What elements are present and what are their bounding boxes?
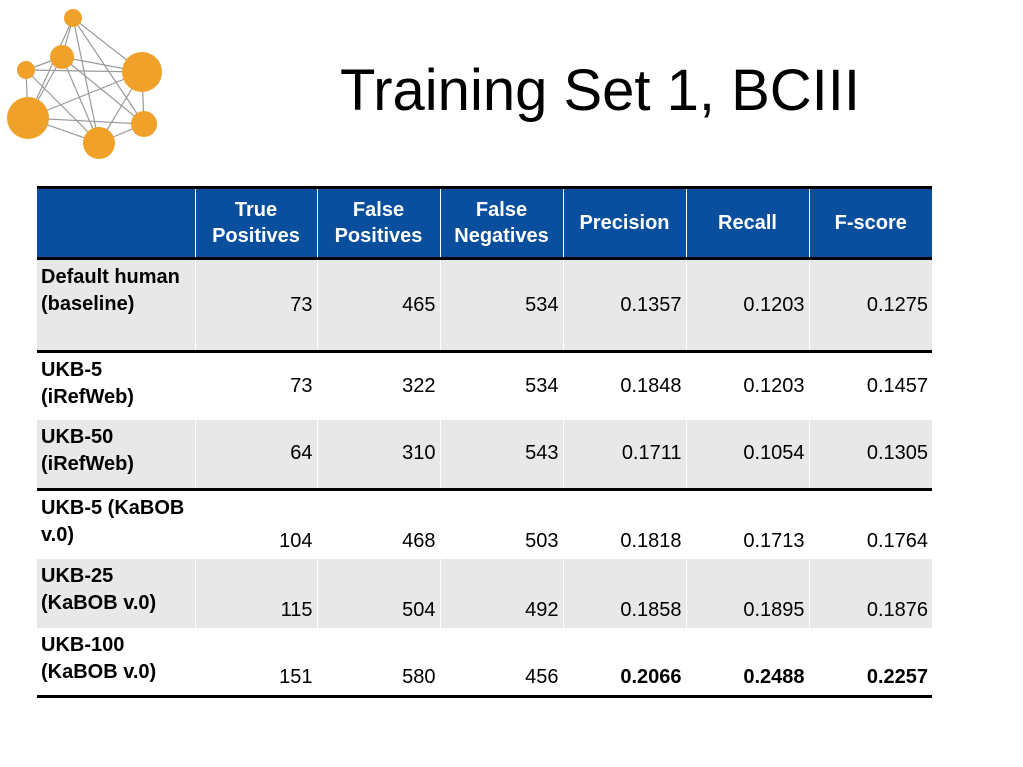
header-fscore: F-score (808, 186, 932, 260)
cell-recall: 0.1054 (685, 419, 809, 491)
slide-title: Training Set 1, BCIII (339, 58, 861, 123)
cell-false-positives: 465 (316, 258, 440, 353)
row-name: UKB-25 (KaBOB v.0) (37, 558, 195, 628)
cell-fscore: 0.2257 (808, 627, 932, 698)
cell-precision: 0.1818 (562, 489, 686, 559)
header-false-positives: False Positives (316, 186, 440, 260)
cell-false-negatives: 543 (439, 419, 563, 491)
cell-true-positives: 104 (194, 489, 317, 559)
table-row: UKB-25 (KaBOB v.0) 115 504 492 0.1858 0.… (37, 558, 932, 628)
cell-recall: 0.1203 (685, 351, 809, 420)
cell-fscore: 0.1876 (808, 558, 932, 628)
cell-true-positives: 151 (194, 627, 317, 698)
row-name: UKB-100 (KaBOB v.0) (37, 627, 195, 698)
header-blank (37, 186, 195, 260)
cell-false-positives: 322 (316, 351, 440, 420)
row-name: UKB-50 (iRefWeb) (37, 419, 195, 491)
cell-false-positives: 580 (316, 627, 440, 698)
cell-recall: 0.1203 (685, 258, 809, 353)
cell-recall: 0.1713 (685, 489, 809, 559)
cell-true-positives: 73 (194, 258, 317, 353)
cell-precision: 0.1848 (562, 351, 686, 420)
cell-precision: 0.1357 (562, 258, 686, 353)
table-row: UKB-5 (KaBOB v.0) 104 468 503 0.1818 0.1… (37, 489, 932, 559)
table-row: UKB-5 (iRefWeb) 73 322 534 0.1848 0.1203… (37, 351, 932, 420)
cell-false-positives: 310 (316, 419, 440, 491)
cell-false-negatives: 456 (439, 627, 563, 698)
table-row: Default human (baseline) 73 465 534 0.13… (37, 258, 932, 353)
table-row: UKB-100 (KaBOB v.0) 151 580 456 0.2066 0… (37, 627, 932, 698)
cell-false-positives: 468 (316, 489, 440, 559)
results-table: True Positives False Positives False Neg… (37, 186, 932, 698)
cell-true-positives: 115 (194, 558, 317, 628)
cell-recall: 0.1895 (685, 558, 809, 628)
cell-true-positives: 73 (194, 351, 317, 420)
row-name: UKB-5 (iRefWeb) (37, 351, 195, 420)
cell-precision: 0.2066 (562, 627, 686, 698)
network-graph-icon (7, 9, 162, 159)
cell-false-negatives: 534 (439, 351, 563, 420)
header-true-positives: True Positives (194, 186, 317, 260)
header-precision: Precision (562, 186, 686, 260)
header-recall: Recall (685, 186, 809, 260)
header-false-negatives: False Negatives (439, 186, 563, 260)
cell-recall: 0.2488 (685, 627, 809, 698)
cell-false-negatives: 503 (439, 489, 563, 559)
table-header-row: True Positives False Positives False Neg… (37, 186, 932, 260)
cell-false-positives: 504 (316, 558, 440, 628)
cell-fscore: 0.1275 (808, 258, 932, 353)
cell-fscore: 0.1457 (808, 351, 932, 420)
cell-precision: 0.1858 (562, 558, 686, 628)
cell-true-positives: 64 (194, 419, 317, 491)
table-row: UKB-50 (iRefWeb) 64 310 543 0.1711 0.105… (37, 419, 932, 491)
cell-false-negatives: 492 (439, 558, 563, 628)
cell-fscore: 0.1305 (808, 419, 932, 491)
cell-precision: 0.1711 (562, 419, 686, 491)
row-name: Default human (baseline) (37, 258, 195, 353)
row-name: UKB-5 (KaBOB v.0) (37, 489, 195, 559)
cell-false-negatives: 534 (439, 258, 563, 353)
cell-fscore: 0.1764 (808, 489, 932, 559)
